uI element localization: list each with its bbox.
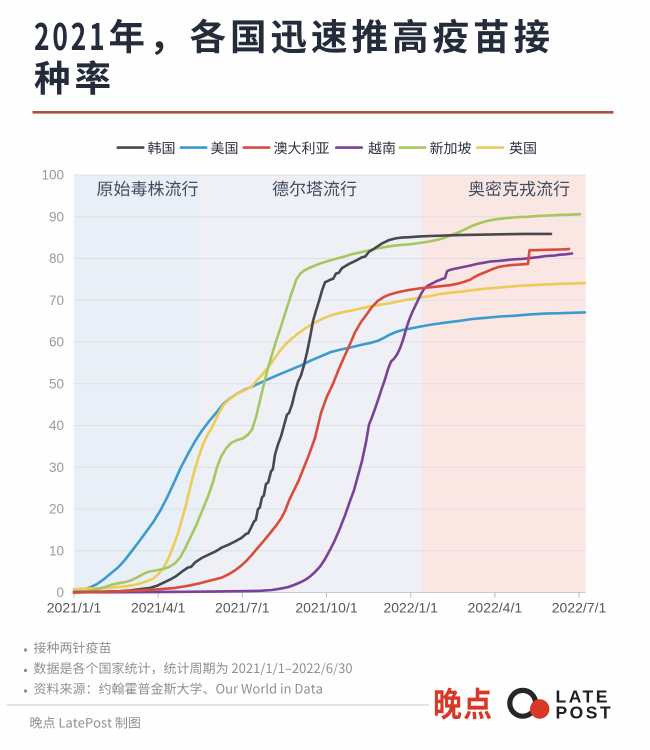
svg-text:2022/7/1: 2022/7/1 — [552, 600, 607, 616]
svg-text:2022/4/1: 2022/4/1 — [468, 600, 523, 616]
svg-text:10: 10 — [49, 544, 64, 559]
svg-text:2021/1/1: 2021/1/1 — [47, 600, 102, 616]
svg-text:70: 70 — [49, 293, 64, 308]
svg-text:60: 60 — [49, 335, 64, 350]
svg-text:80: 80 — [49, 251, 64, 266]
svg-text:LATE: LATE — [556, 687, 610, 707]
svg-text:40: 40 — [49, 418, 64, 433]
svg-text:90: 90 — [49, 209, 64, 224]
svg-text:2022/1/1: 2022/1/1 — [383, 600, 438, 616]
svg-text:100: 100 — [41, 168, 64, 183]
svg-text:2021/7/1: 2021/7/1 — [215, 600, 270, 616]
svg-text:30: 30 — [49, 460, 64, 475]
svg-text:50: 50 — [49, 376, 64, 391]
svg-text:2021/4/1: 2021/4/1 — [131, 600, 186, 616]
svg-text:2021/10/1: 2021/10/1 — [295, 600, 357, 616]
svg-text:0: 0 — [56, 585, 64, 600]
svg-text:POST: POST — [556, 703, 614, 723]
svg-text:20: 20 — [49, 502, 64, 517]
